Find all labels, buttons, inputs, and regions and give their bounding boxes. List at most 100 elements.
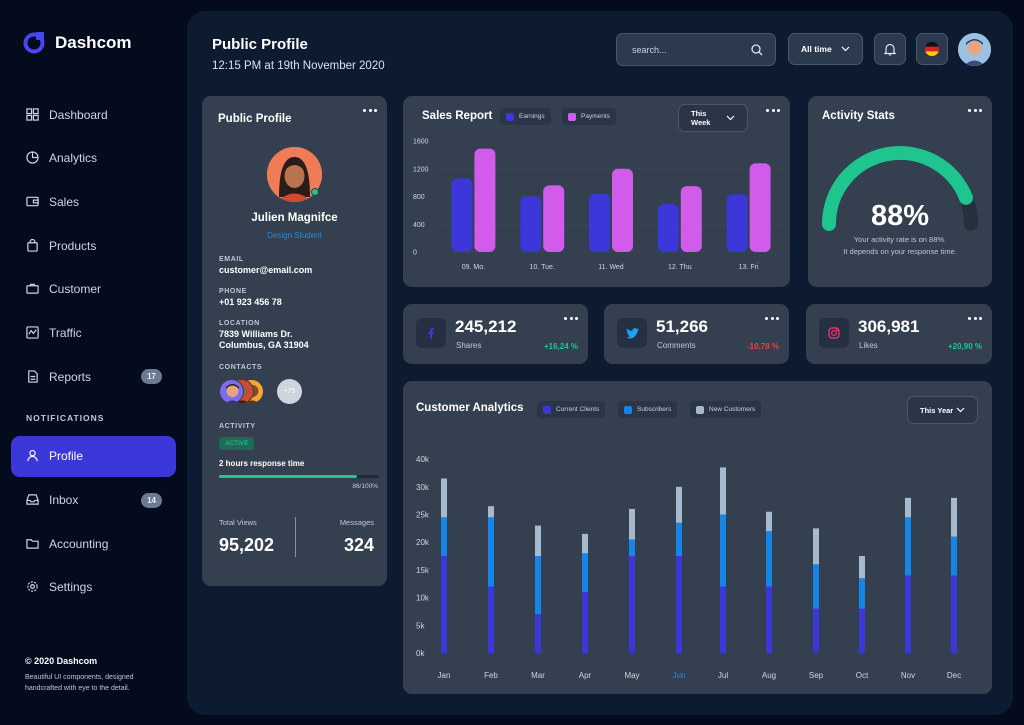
bar-segment[interactable] [629,539,635,557]
bar-payments[interactable] [612,168,633,252]
bar-payments[interactable] [543,185,565,252]
analytics-period-select-value: This Year [920,405,954,415]
sidebar-item-accounting[interactable]: Accounting [11,523,176,564]
sidebar-item-customer[interactable]: Customer [11,269,176,310]
bar-earnings[interactable] [589,193,610,252]
bar-segment[interactable] [813,564,819,609]
bar-segment[interactable] [441,478,447,518]
likes-value: 306,981 [858,317,920,336]
y-tick-label: 40k [416,455,430,464]
bar-earnings[interactable] [726,194,748,252]
bar-segment[interactable] [905,497,911,518]
bar-segment[interactable] [951,575,957,653]
more-options-icon[interactable] [564,317,578,320]
footer-description-line-2: handcrafted with eye to the detail. [25,685,130,692]
bar-segment[interactable] [905,517,911,576]
more-options-icon[interactable] [766,109,780,112]
more-options-icon[interactable] [968,317,982,320]
legend-current-clients[interactable]: Current Clients [537,401,606,418]
brand[interactable]: Dashcom [22,31,132,55]
bar-payments[interactable] [474,148,496,252]
bar-segment[interactable] [720,586,726,653]
page-title: Public Profile [212,36,308,53]
language-button[interactable] [916,33,948,65]
legend-new-customers[interactable]: New Customers [690,401,762,418]
bar-segment[interactable] [582,592,588,653]
bar-segment[interactable] [629,508,635,540]
sidebar-item-analytics[interactable]: Analytics [11,138,176,179]
bar-segment[interactable] [813,528,819,565]
legend-earnings[interactable]: Earnings [500,108,551,125]
activity-label: ACTIVITY [219,423,256,430]
bar-segment[interactable] [535,525,541,557]
sales-period-select[interactable]: This Week [678,104,748,132]
bar-segment[interactable] [859,578,865,609]
more-contacts-button[interactable]: +75 [277,379,302,404]
phone-value: +01 923 456 78 [219,297,282,307]
profile-card: Public Profile Julien Magnifce Design St… [202,96,387,586]
bar-segment[interactable] [488,517,494,587]
bar-segment[interactable] [582,533,588,554]
bar-segment[interactable] [676,522,682,557]
period-select[interactable]: All time [788,33,863,65]
bar-segment[interactable] [720,467,726,515]
bar-segment[interactable] [859,608,865,653]
bar-segment[interactable] [488,506,494,518]
sales-report-title: Sales Report [422,110,493,122]
bar-payments[interactable] [680,186,702,252]
inbox-count-badge: 14 [141,492,162,508]
sidebar-item-reports[interactable]: Reports 17 [11,356,176,397]
more-options-icon[interactable] [968,109,982,112]
bar-segment[interactable] [488,586,494,653]
sidebar-item-profile[interactable]: Profile [11,435,176,477]
activity-description-line-2: It depends on your response time. [843,247,957,256]
legend-subscribers[interactable]: Subscribers [618,401,678,418]
bar-segment[interactable] [676,556,682,653]
subscribers-swatch [624,405,632,414]
sidebar-item-label: Traffic [49,325,82,340]
contact-avatar[interactable] [219,379,244,404]
sidebar-footer: © 2020 Dashcom Beautiful UI components, … [25,656,165,694]
sidebar-item-traffic[interactable]: Traffic [11,312,176,353]
profile-role: Design Student [267,231,322,240]
sidebar-item-label: Inbox [49,493,79,507]
bar-segment[interactable] [676,486,682,523]
bar-segment[interactable] [582,553,588,593]
bar-earnings[interactable] [520,196,542,253]
bar-segment[interactable] [766,511,772,532]
bar-segment[interactable] [905,575,911,653]
bar-segment[interactable] [441,556,447,653]
bar-segment[interactable] [951,497,957,537]
bar-segment[interactable] [720,514,726,587]
gauge-fill [822,146,974,231]
bar-segment[interactable] [766,586,772,653]
user-avatar[interactable] [958,33,991,66]
online-status-dot [311,188,319,196]
bar-segment[interactable] [441,517,447,557]
bar-earnings[interactable] [451,178,473,252]
sidebar-item-inbox[interactable]: Inbox 14 [11,480,176,521]
bar-earnings[interactable] [657,204,679,252]
more-options-icon[interactable] [765,317,779,320]
analytics-period-select[interactable]: This Year [907,396,978,424]
bar-segment[interactable] [813,608,819,653]
bar-segment[interactable] [766,531,772,587]
bar-segment[interactable] [629,556,635,653]
sidebar-item-dashboard[interactable]: Dashboard [11,94,176,135]
search-icon[interactable] [751,43,763,56]
bar-segment[interactable] [535,556,541,615]
bar-segment[interactable] [535,614,541,653]
sidebar-item-products[interactable]: Products [11,225,176,266]
y-tick-label: 0 [413,250,417,257]
notifications-button[interactable] [874,33,906,65]
legend-payments[interactable]: Payments [562,108,616,125]
sidebar-item-sales[interactable]: Sales [11,181,176,222]
bell-icon [884,43,896,56]
bar-segment[interactable] [859,556,865,579]
comments-stat-card: 51,266 Comments -10,78 % [604,304,789,364]
bar-segment[interactable] [951,536,957,576]
search-input[interactable]: search... [616,33,776,66]
sidebar-item-settings[interactable]: Settings [11,567,176,608]
bar-payments[interactable] [749,163,771,252]
more-options-icon[interactable] [363,109,377,112]
